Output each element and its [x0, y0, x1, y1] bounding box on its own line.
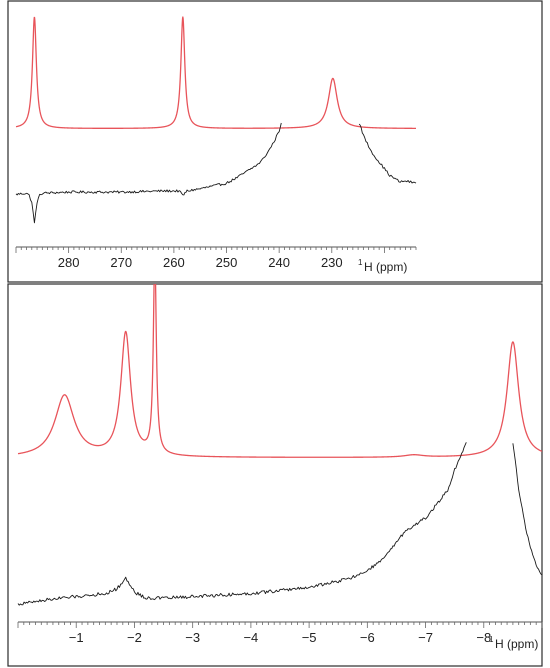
- bottom-panel-frame: [7, 283, 543, 667]
- top-tick-label: 240: [268, 255, 290, 270]
- bottom-tick-label: −4: [243, 630, 258, 645]
- bottom-calculated-trace: [17, 284, 543, 458]
- top-calculated-trace: [15, 16, 417, 130]
- top-xlabel-superscript: 1: [358, 258, 363, 267]
- bottom-tick-label: −3: [185, 630, 200, 645]
- bottom-experimental-trace-2: [512, 443, 543, 576]
- bottom-xlabel-superscript: 1: [489, 635, 494, 644]
- top-xlabel: H (ppm): [364, 260, 407, 274]
- bottom-experimental-trace-1: [17, 442, 467, 606]
- top-tick-label: 280: [58, 255, 80, 270]
- top-experimental-trace-2: [358, 123, 417, 184]
- bottom-x-axis: −1 −2 −3 −4 −5 −6 −7 −8: [17, 621, 543, 645]
- bottom-tick-label: −7: [418, 630, 433, 645]
- bottom-tick-label: −6: [360, 630, 375, 645]
- bottom-traces: [17, 284, 543, 606]
- top-tick-label: 250: [216, 255, 238, 270]
- top-tick-label: 270: [110, 255, 132, 270]
- top-traces: [15, 16, 417, 224]
- top-x-axis: 280 270 260 250 240 230: [15, 246, 417, 270]
- bottom-tick-label: −5: [302, 630, 317, 645]
- top-panel-frame: [7, 0, 543, 283]
- bottom-chart: −1 −2 −3 −4 −5 −6 −7 −8: [17, 284, 543, 645]
- bottom-tick-label: −8: [476, 630, 491, 645]
- bottom-tick-label: −1: [69, 630, 84, 645]
- top-tick-label: 230: [321, 255, 343, 270]
- bottom-tick-label: −2: [127, 630, 142, 645]
- top-tick-label: 260: [163, 255, 185, 270]
- bottom-xlabel: H (ppm): [495, 637, 538, 651]
- top-chart: 280 270 260 250 240 230: [15, 16, 417, 270]
- top-experimental-trace-1: [15, 122, 282, 224]
